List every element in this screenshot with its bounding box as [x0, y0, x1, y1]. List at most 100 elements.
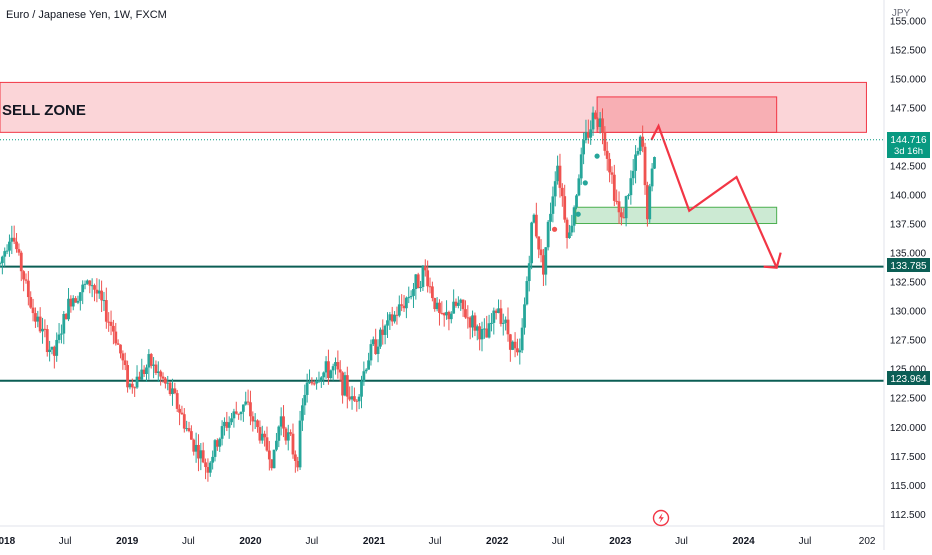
candle-body [388, 314, 392, 321]
candle-body [478, 326, 482, 340]
sell-zone-label: SELL ZONE [2, 102, 86, 119]
resistance-box [596, 96, 778, 133]
level-label-upper: 133.785 [890, 261, 927, 272]
lightning-icon[interactable] [652, 509, 670, 527]
candle-body [605, 150, 609, 159]
candle-body [293, 454, 297, 461]
candle-body [298, 420, 302, 468]
candle-body [270, 459, 274, 469]
x-tick-label: Jul [799, 536, 812, 547]
y-tick-label: 120.000 [890, 423, 927, 434]
candle-body [542, 255, 545, 275]
candle-body [112, 325, 115, 332]
y-tick-label: 150.000 [890, 74, 927, 85]
y-tick-label: 152.500 [890, 45, 927, 56]
candle-body [272, 449, 276, 469]
candle-body [643, 146, 647, 186]
candle-body [563, 196, 567, 220]
candle-body [38, 316, 42, 332]
x-tick-label: 2022 [486, 536, 509, 547]
x-tick-label: 2020 [239, 536, 262, 547]
candle-body [603, 132, 607, 151]
candle-body [67, 298, 70, 320]
candle-body [145, 367, 148, 374]
level-badge-upper [887, 258, 930, 272]
level-label-lower: 123.964 [890, 374, 927, 385]
support-box [575, 206, 778, 225]
candle-body [22, 271, 26, 280]
candle-body [199, 450, 203, 459]
candle-body [322, 372, 326, 378]
candle-body [487, 323, 491, 338]
candle-body [582, 140, 585, 155]
price-axis [884, 0, 932, 550]
candle-body [123, 360, 127, 366]
x-tick-label: Jul [59, 536, 72, 547]
candle-body [213, 440, 217, 457]
x-tick-label: Jul [305, 536, 318, 547]
candle-body [234, 411, 238, 414]
candle-body [279, 416, 283, 427]
candle-body [208, 462, 212, 473]
candle-body [558, 165, 562, 188]
candle-body [133, 387, 137, 389]
candle-body [171, 388, 174, 395]
candle-body [189, 431, 193, 440]
candle-body [494, 310, 498, 313]
candle-body [10, 237, 14, 242]
candle-body [636, 151, 640, 155]
candle-body [591, 112, 595, 130]
candle-body [218, 438, 222, 447]
candle-body [501, 322, 505, 324]
candle-body [180, 412, 184, 415]
candle-body [549, 213, 552, 222]
x-tick-label: Jul [182, 536, 195, 547]
candle-body [119, 344, 122, 354]
candle-body [589, 129, 593, 138]
y-tick-label: 132.500 [890, 278, 927, 289]
candle-body [76, 300, 80, 303]
candle-body [466, 317, 470, 319]
candle-body [539, 249, 543, 256]
candle-body [402, 305, 406, 309]
candle-body [513, 341, 517, 349]
candle-body [8, 241, 11, 251]
candle-body [516, 348, 519, 353]
signal-marker [582, 180, 588, 186]
candle-body [147, 354, 151, 368]
candle-body [357, 396, 361, 402]
candle-body [551, 196, 555, 214]
candle-body [383, 325, 387, 335]
candle-body [482, 328, 486, 330]
candle-body [598, 118, 602, 127]
candle-body [622, 217, 626, 219]
candle-body [619, 212, 623, 218]
candle-body [641, 136, 645, 147]
candle-body [104, 300, 108, 322]
candle-body [17, 249, 21, 253]
candle-body [142, 369, 146, 374]
candle-body [69, 298, 73, 307]
candle-body [3, 251, 7, 257]
candle-body [638, 136, 642, 152]
candle-body [284, 428, 288, 441]
candle-body [428, 286, 432, 288]
candle-body [275, 440, 278, 450]
candle-body [353, 396, 356, 401]
candle-body [412, 288, 415, 296]
candle-body [197, 444, 200, 459]
candle-body [404, 297, 408, 309]
candle-body [173, 388, 177, 394]
candle-body [43, 328, 47, 330]
candle-body [371, 339, 375, 345]
candle-body [102, 300, 106, 302]
candle-body [192, 439, 196, 452]
candle-body [615, 200, 619, 202]
candle-body [334, 362, 337, 367]
candle-body [34, 313, 37, 322]
candle-body [653, 157, 656, 169]
candle-body [319, 377, 323, 381]
candle-body [48, 349, 52, 353]
